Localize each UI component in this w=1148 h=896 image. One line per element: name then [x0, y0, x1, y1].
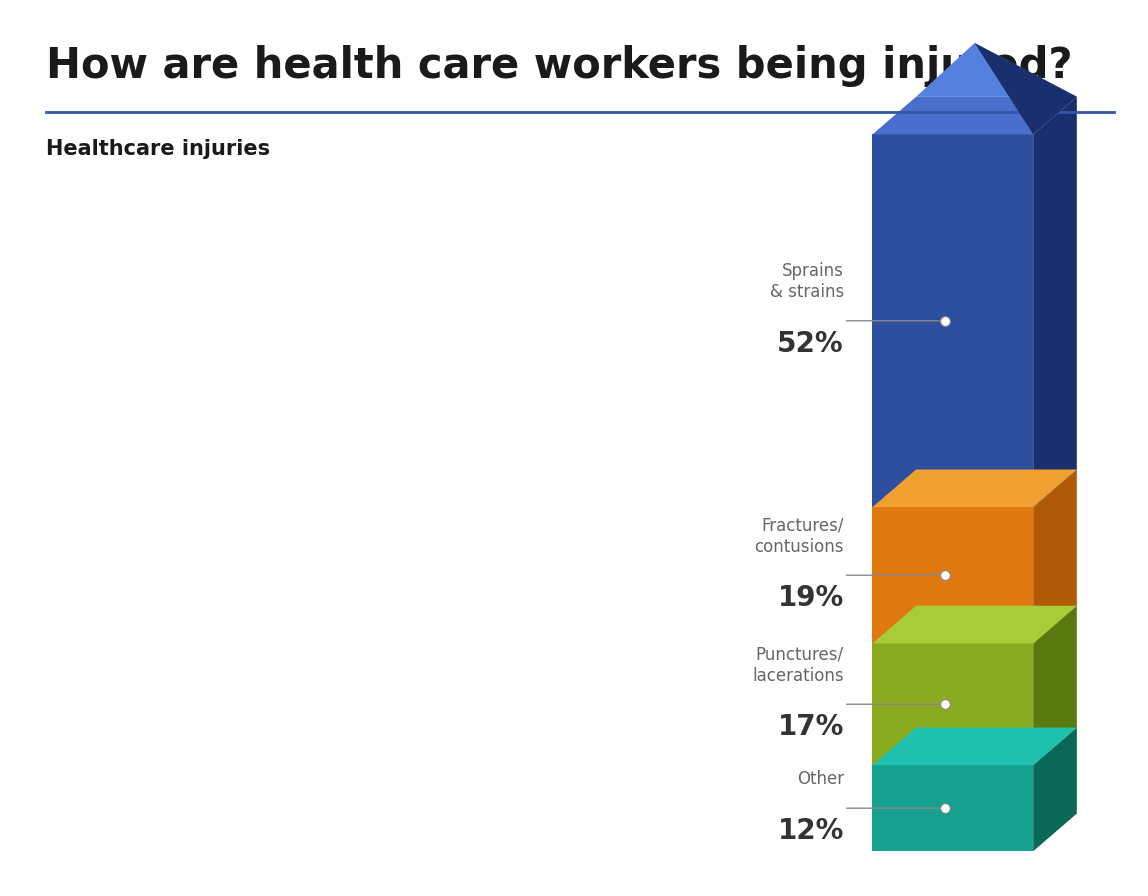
Text: Sprains
& strains: Sprains & strains — [769, 262, 844, 301]
Polygon shape — [872, 507, 1033, 643]
Text: 17%: 17% — [777, 713, 844, 741]
Polygon shape — [1033, 470, 1077, 643]
Polygon shape — [872, 470, 1077, 507]
Polygon shape — [1033, 606, 1077, 765]
Polygon shape — [872, 728, 1077, 765]
Text: 19%: 19% — [777, 584, 844, 612]
Polygon shape — [872, 643, 1033, 765]
Text: Healthcare injuries: Healthcare injuries — [46, 139, 270, 159]
Text: 52%: 52% — [777, 330, 844, 358]
Polygon shape — [872, 97, 1077, 134]
Polygon shape — [975, 43, 1077, 134]
Text: Other: Other — [797, 771, 844, 788]
Text: Punctures/
lacerations: Punctures/ lacerations — [752, 645, 844, 685]
Text: Fractures/
contusions: Fractures/ contusions — [754, 516, 844, 556]
Text: 12%: 12% — [777, 817, 844, 845]
Text: How are health care workers being injured?: How are health care workers being injure… — [46, 45, 1072, 87]
Polygon shape — [872, 134, 1033, 507]
Polygon shape — [872, 765, 1033, 851]
Polygon shape — [1033, 728, 1077, 851]
Polygon shape — [1033, 97, 1077, 507]
Polygon shape — [872, 606, 1077, 643]
Polygon shape — [916, 43, 1077, 97]
